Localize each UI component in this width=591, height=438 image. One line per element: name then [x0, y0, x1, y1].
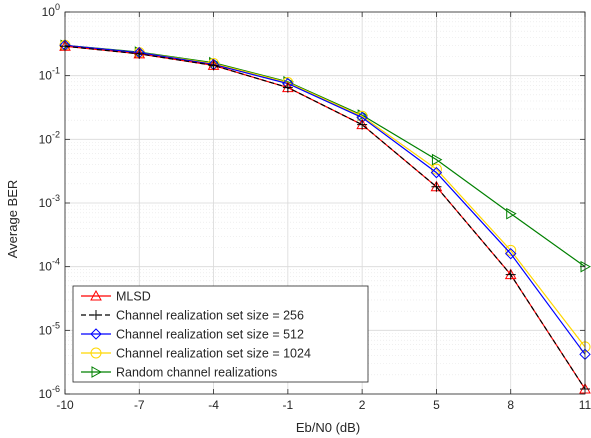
x-tick-label: -10 [56, 398, 74, 412]
y-tick-label: 10-5 [39, 320, 60, 337]
series-line [64, 45, 586, 390]
x-tick-label: 8 [507, 398, 514, 412]
series-line [64, 44, 586, 268]
data-point [282, 82, 293, 93]
legend-marker [91, 366, 103, 378]
data-point [357, 119, 368, 130]
legend: MLSD Channel realization set size = 256 Ch… [72, 285, 369, 383]
legend-entry: MLSD [81, 290, 151, 304]
x-tick-label: 2 [359, 398, 366, 412]
legend-label: Random channel realizations [116, 366, 277, 380]
y-tick-label: 100 [42, 2, 60, 19]
series-layer [59, 39, 591, 394]
data-point [505, 244, 517, 256]
x-tick-label: -1 [283, 398, 294, 412]
data-point [505, 247, 517, 260]
legend-box [72, 285, 369, 383]
data-point [431, 153, 443, 166]
series-line [64, 44, 586, 355]
data-point [431, 181, 442, 192]
legend-label: MLSD [116, 290, 151, 304]
legend-label: Channel realization set size = 512 [116, 328, 304, 342]
data-point [506, 207, 517, 220]
y-tick-label: 10-2 [39, 129, 60, 146]
x-axis-label: Eb/N0 (dB) [296, 420, 360, 435]
y-axis-label: Average BER [5, 180, 20, 259]
legend-marker [90, 328, 102, 340]
data-point [208, 60, 219, 71]
y-tick-label: 10-3 [39, 193, 60, 210]
legend-label: Channel realization set size = 256 [116, 309, 304, 323]
axes [64, 11, 586, 395]
tick-labels: -10 -7 -4 -1 2 5 8 11 100 10-1 10-2 10-3 10-4 10-5 10-… [39, 2, 591, 412]
legend-entry: Channel realization set size = 512 [81, 328, 304, 342]
legend-marker [90, 347, 102, 359]
legend-marker [91, 310, 101, 320]
legend-entry: Random channel realizations [81, 366, 277, 380]
legend-entry: Channel realization set size = 256 [81, 309, 304, 323]
data-point [430, 166, 443, 179]
legend-marker [90, 289, 102, 301]
data-point [134, 48, 145, 59]
x-tick-label: -4 [208, 398, 219, 412]
y-tick-label: 10-1 [39, 66, 60, 83]
data-point [505, 269, 516, 280]
x-tick-label: -7 [134, 398, 145, 412]
y-tick-label: 10-4 [39, 257, 60, 274]
x-tick-label: 5 [433, 398, 440, 412]
legend-label: Channel realization set size = 1024 [116, 347, 311, 361]
x-tick-label: 11 [579, 398, 591, 412]
y-tick-label: 10-6 [39, 384, 60, 401]
legend-entry: Channel realization set size = 1024 [81, 347, 311, 361]
